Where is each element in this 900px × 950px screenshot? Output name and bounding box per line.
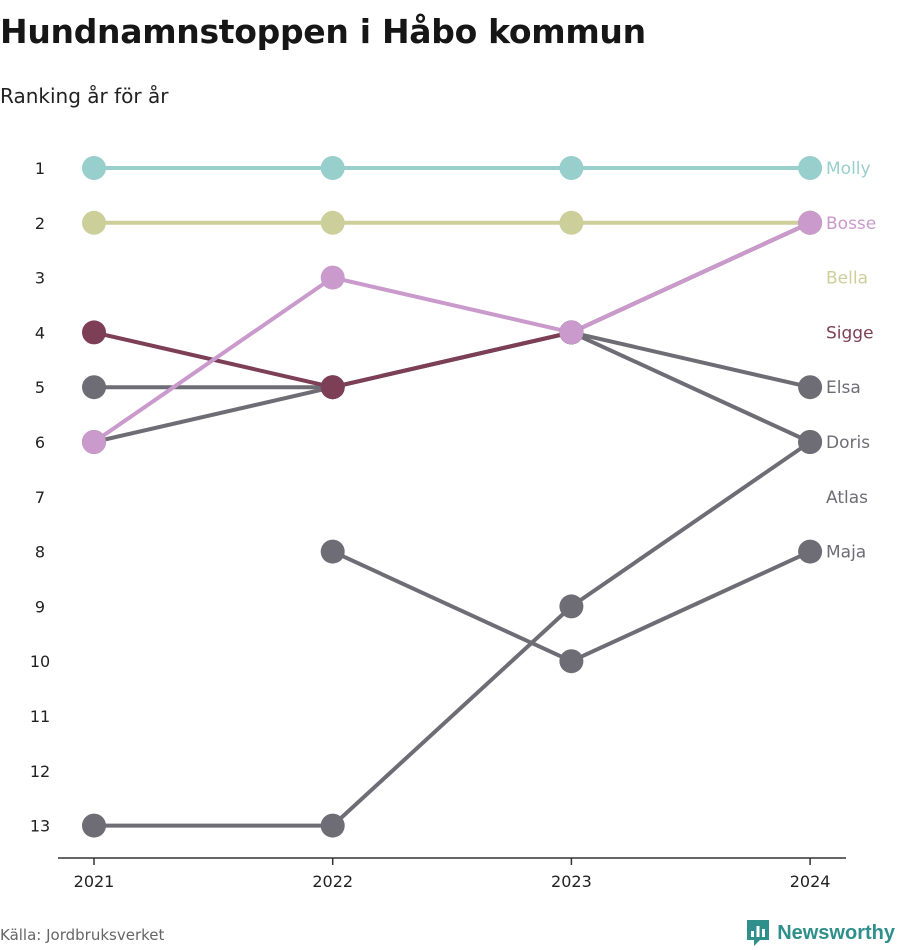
end-label-bosse: Bosse — [826, 214, 876, 234]
data-point-maja-2022 — [320, 539, 345, 564]
data-point-atlas-2022 — [320, 813, 345, 838]
data-point-bella-2023 — [559, 210, 584, 235]
chart-title: Hundnamnstoppen i Håbo kommun — [0, 12, 646, 51]
data-point-bella-2022 — [320, 210, 345, 235]
series-end-labels: Molly Bosse Bella Sigge Elsa Doris Atlas Maja — [826, 159, 876, 563]
y-tick-label-11: 11 — [30, 707, 50, 726]
data-point-bosse-2022 — [320, 265, 345, 290]
data-point-elsa-2024 — [798, 375, 823, 400]
data-point-bosse-2023 — [559, 320, 584, 345]
x-tick-label-2023: 2023 — [551, 872, 592, 891]
end-label-molly: Molly — [826, 159, 871, 179]
data-point-maja-2024 — [798, 539, 823, 564]
data-point-molly-2022 — [320, 156, 345, 180]
data-point-atlas-2021 — [82, 813, 106, 838]
data-point-molly-2024 — [798, 156, 823, 180]
y-tick-label-10: 10 — [30, 652, 50, 671]
brand-logo[interactable]: Newsworthy — [745, 918, 895, 948]
y-tick-label-12: 12 — [30, 762, 50, 781]
end-label-sigge: Sigge — [826, 323, 874, 343]
data-point-sigge-2022 — [320, 375, 345, 400]
data-point-bosse-2024 — [798, 210, 823, 235]
y-tick-label-1: 1 — [35, 159, 45, 178]
end-label-atlas: Atlas — [826, 488, 868, 508]
data-point-molly-2021 — [82, 156, 106, 180]
series-points — [82, 156, 823, 838]
y-tick-label-5: 5 — [35, 378, 45, 397]
end-label-maja: Maja — [826, 543, 866, 563]
y-tick-label-6: 6 — [35, 433, 45, 452]
data-point-molly-2023 — [559, 156, 584, 180]
x-tick-label-2024: 2024 — [790, 872, 831, 891]
series-line-bosse — [92, 220, 813, 444]
x-tick-label-2022: 2022 — [312, 872, 353, 891]
data-point-bella-2021 — [82, 210, 106, 235]
x-axis: 2021 2022 2023 2024 — [58, 857, 846, 891]
data-point-atlas-2023 — [559, 594, 584, 619]
y-tick-label-8: 8 — [35, 543, 45, 562]
y-tick-label-3: 3 — [35, 269, 45, 288]
data-point-maja-2023 — [559, 649, 584, 674]
chart-subtitle: Ranking år för år — [0, 84, 169, 108]
end-label-bella: Bella — [826, 269, 868, 289]
end-label-doris: Doris — [826, 433, 870, 453]
y-tick-label-2: 2 — [35, 214, 45, 233]
series-line-atlas — [92, 440, 813, 828]
y-tick-label-9: 9 — [35, 597, 45, 616]
y-tick-label-13: 13 — [30, 817, 50, 836]
newsworthy-logo-icon — [747, 920, 770, 946]
brand-name: Newsworthy — [777, 921, 895, 944]
y-tick-label-4: 4 — [35, 323, 45, 342]
data-point-elsa-2021 — [82, 375, 106, 400]
end-label-elsa: Elsa — [826, 378, 861, 398]
data-point-sigge-2021 — [82, 320, 106, 345]
series-lines — [92, 166, 813, 828]
data-point-doris-2024 — [798, 430, 823, 454]
data-point-bosse-2021 — [82, 430, 106, 454]
source-note: Källa: Jordbruksverket — [0, 926, 165, 944]
y-tick-label-7: 7 — [35, 488, 45, 507]
x-tick-label-2021: 2021 — [74, 872, 115, 891]
